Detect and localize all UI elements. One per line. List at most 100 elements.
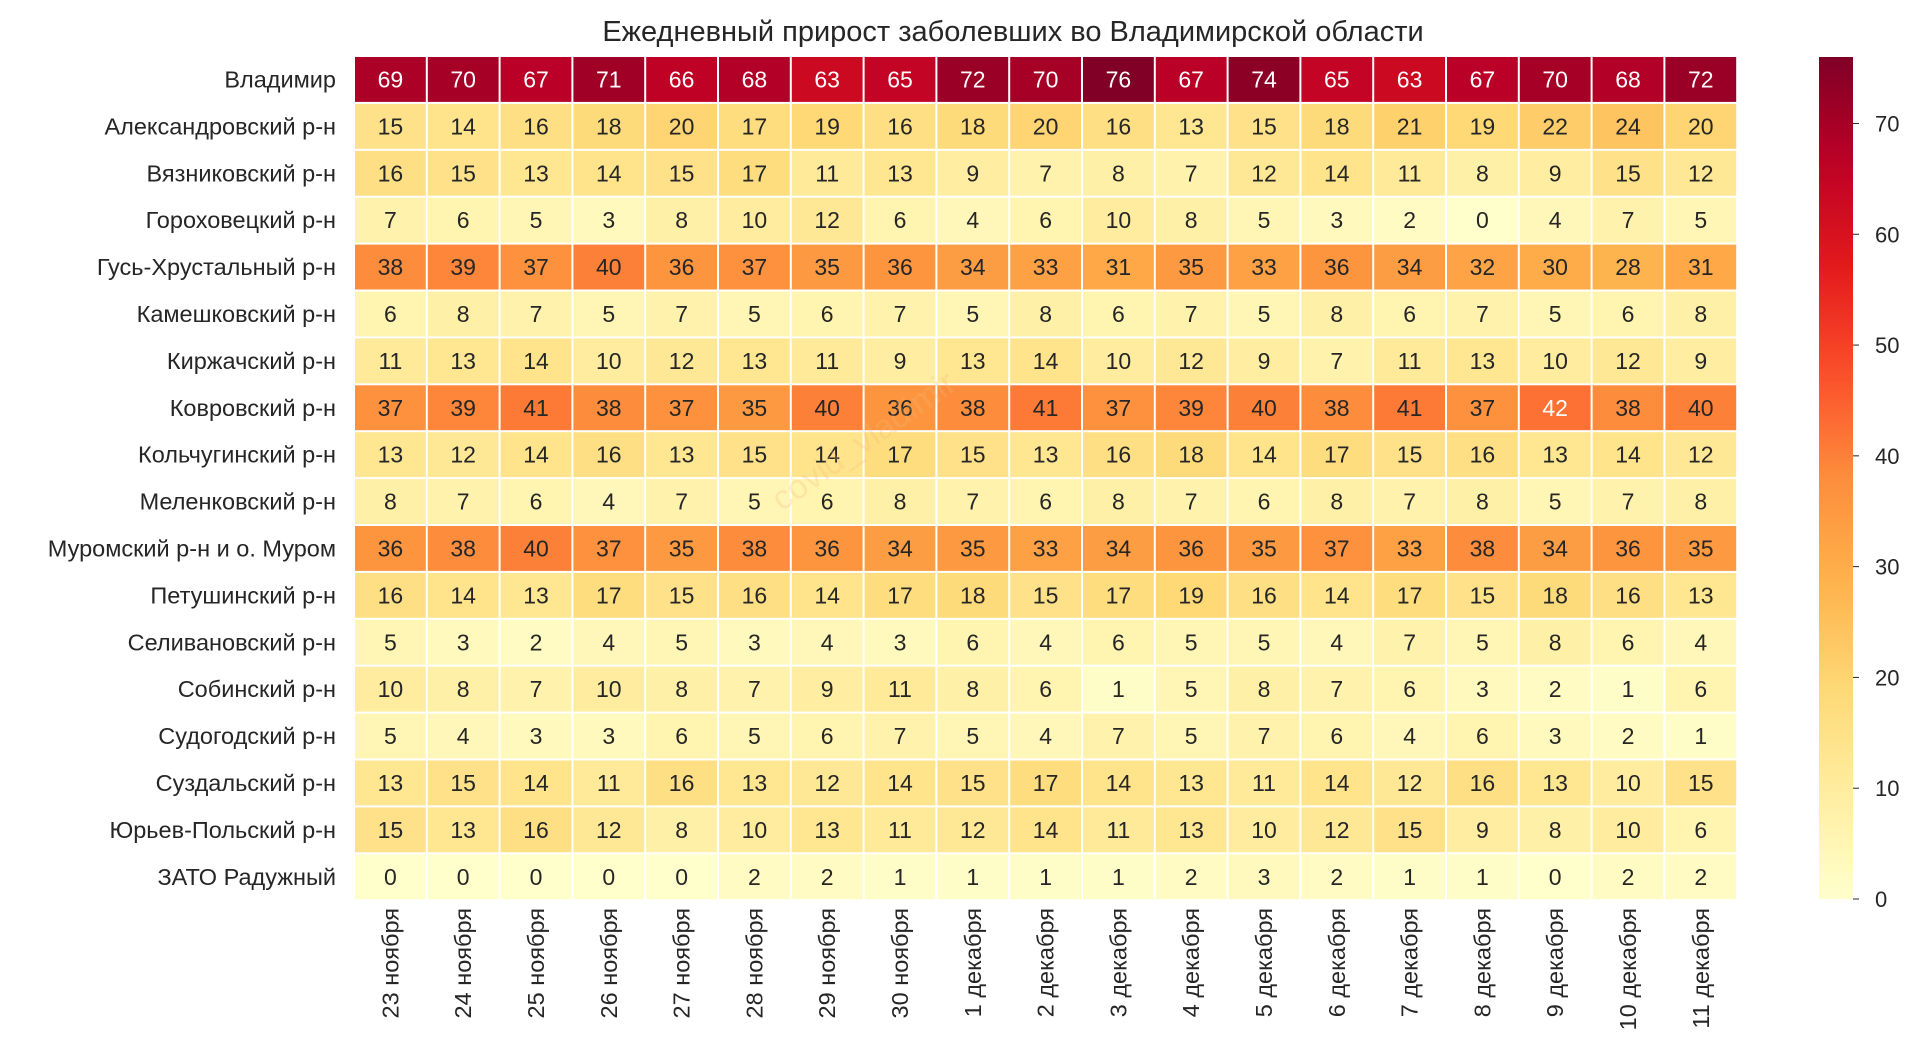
heatmap-cell	[1155, 619, 1227, 665]
heatmap-cell	[791, 432, 863, 478]
cell-value-label: 6	[1039, 676, 1052, 702]
cell-value-label: 3	[894, 629, 907, 655]
cell-value-label: 11	[1398, 160, 1422, 186]
row-labels: Владимир Александровский р-н Вязниковский …	[48, 66, 336, 889]
heatmap-cell	[573, 385, 645, 431]
heatmap-cell	[427, 57, 499, 102]
heatmap-cell	[1155, 150, 1227, 196]
heatmap-cell	[791, 197, 863, 243]
cell-value-label: 13	[1688, 582, 1714, 608]
cell-value-label: 6	[1403, 301, 1416, 327]
row-label: Муромский р-н и о. Муром	[48, 535, 336, 561]
heatmap-cell	[719, 432, 790, 478]
cell-value-label: 37	[523, 254, 549, 280]
cell-value-label: 68	[1615, 66, 1641, 92]
cell-value-label: 0	[457, 864, 470, 890]
cell-value-label: 11	[1106, 817, 1130, 843]
cell-value-label: 11	[888, 817, 912, 843]
column-label: 5 декабря	[1251, 908, 1277, 1017]
heatmap-cell	[573, 197, 645, 243]
heatmap-cell	[573, 666, 645, 712]
heatmap-cell	[1301, 103, 1373, 149]
heatmap-cell	[937, 291, 1009, 337]
cell-value-label: 4	[821, 629, 834, 655]
heatmap-cell	[1010, 150, 1081, 196]
cell-value-label: 8	[1039, 301, 1052, 327]
heatmap-cell	[1301, 244, 1373, 290]
heatmap-cell	[427, 713, 499, 759]
cell-value-label: 7	[1403, 629, 1416, 655]
cell-value-label: 16	[1251, 582, 1277, 608]
heatmap-cell	[355, 666, 426, 712]
cell-value-label: 15	[1033, 582, 1059, 608]
heatmap-cell	[1665, 666, 1737, 712]
heatmap-cell	[427, 103, 499, 149]
cell-value-label: 17	[887, 582, 913, 608]
heatmap-cell	[1665, 572, 1737, 618]
heatmap-cell	[427, 854, 499, 900]
cell-value-label: 2	[1622, 864, 1635, 890]
cell-value-label: 10	[1106, 348, 1132, 374]
cell-value-label: 7	[894, 723, 907, 749]
row-label: Киржачский р-н	[167, 348, 336, 374]
cell-value-label: 38	[378, 254, 404, 280]
heatmap-cell	[1592, 666, 1664, 712]
cell-value-label: 3	[748, 629, 761, 655]
heatmap-cell	[427, 197, 499, 243]
heatmap-cell	[719, 479, 790, 524]
cell-value-label: 14	[1033, 817, 1059, 843]
cell-value-label: 35	[669, 535, 695, 561]
heatmap-cell	[1665, 244, 1737, 290]
cell-value-label: 6	[1476, 723, 1489, 749]
cell-value-label: 18	[596, 113, 622, 139]
heatmap-cell	[937, 103, 1009, 149]
heatmap-cell	[1083, 619, 1154, 665]
cell-value-label: 2	[1694, 864, 1707, 890]
heatmap-cell	[500, 619, 572, 665]
cell-value-label: 40	[1251, 395, 1277, 421]
heatmap-cell	[1010, 197, 1081, 243]
cell-value-label: 7	[1330, 348, 1343, 374]
heatmap-cell	[1374, 432, 1445, 478]
heatmap-cell	[646, 713, 717, 759]
heatmap-cell	[1228, 666, 1300, 712]
cell-value-label: 34	[1397, 254, 1423, 280]
heatmap-cell	[1301, 760, 1373, 806]
heatmap-cell	[1519, 432, 1591, 478]
heatmap-cell	[1374, 338, 1445, 384]
heatmap-cell	[1374, 713, 1445, 759]
heatmap-cell	[937, 760, 1009, 806]
cell-value-label: 36	[1615, 535, 1641, 561]
heatmap-cell	[1155, 197, 1227, 243]
cell-value-label: 4	[602, 629, 615, 655]
cell-value-label: 7	[1185, 301, 1198, 327]
cell-value-label: 41	[523, 395, 549, 421]
cell-value-label: 38	[742, 535, 768, 561]
cell-value-label: 3	[457, 629, 470, 655]
heatmap-cell	[1519, 854, 1591, 900]
cell-value-label: 10	[1542, 348, 1568, 374]
cell-value-label: 15	[378, 817, 404, 843]
heatmap-cell	[573, 807, 645, 853]
row-label: Суздальский р-н	[156, 770, 336, 796]
cell-value-label: 7	[1112, 723, 1125, 749]
heatmap-cell	[355, 197, 426, 243]
cell-value-label: 3	[1330, 207, 1343, 233]
heatmap-cell	[1374, 244, 1445, 290]
heatmap-cell	[1592, 526, 1664, 571]
heatmap-cell	[864, 432, 936, 478]
cell-value-label: 9	[1694, 348, 1707, 374]
cell-value-label: 33	[1033, 535, 1059, 561]
cell-value-label: 10	[1615, 770, 1641, 796]
heatmap-cell	[791, 666, 863, 712]
heatmap-cell	[1665, 526, 1737, 571]
heatmap-cell	[500, 479, 572, 524]
cell-value-label: 36	[1324, 254, 1350, 280]
heatmap-cell	[1083, 760, 1154, 806]
cell-value-label: 10	[1106, 207, 1132, 233]
cell-value-label: 5	[1258, 207, 1271, 233]
cell-value-label: 15	[960, 770, 986, 796]
heatmap-cell	[646, 385, 717, 431]
heatmap-cell	[1155, 760, 1227, 806]
cell-value-label: 5	[384, 723, 397, 749]
